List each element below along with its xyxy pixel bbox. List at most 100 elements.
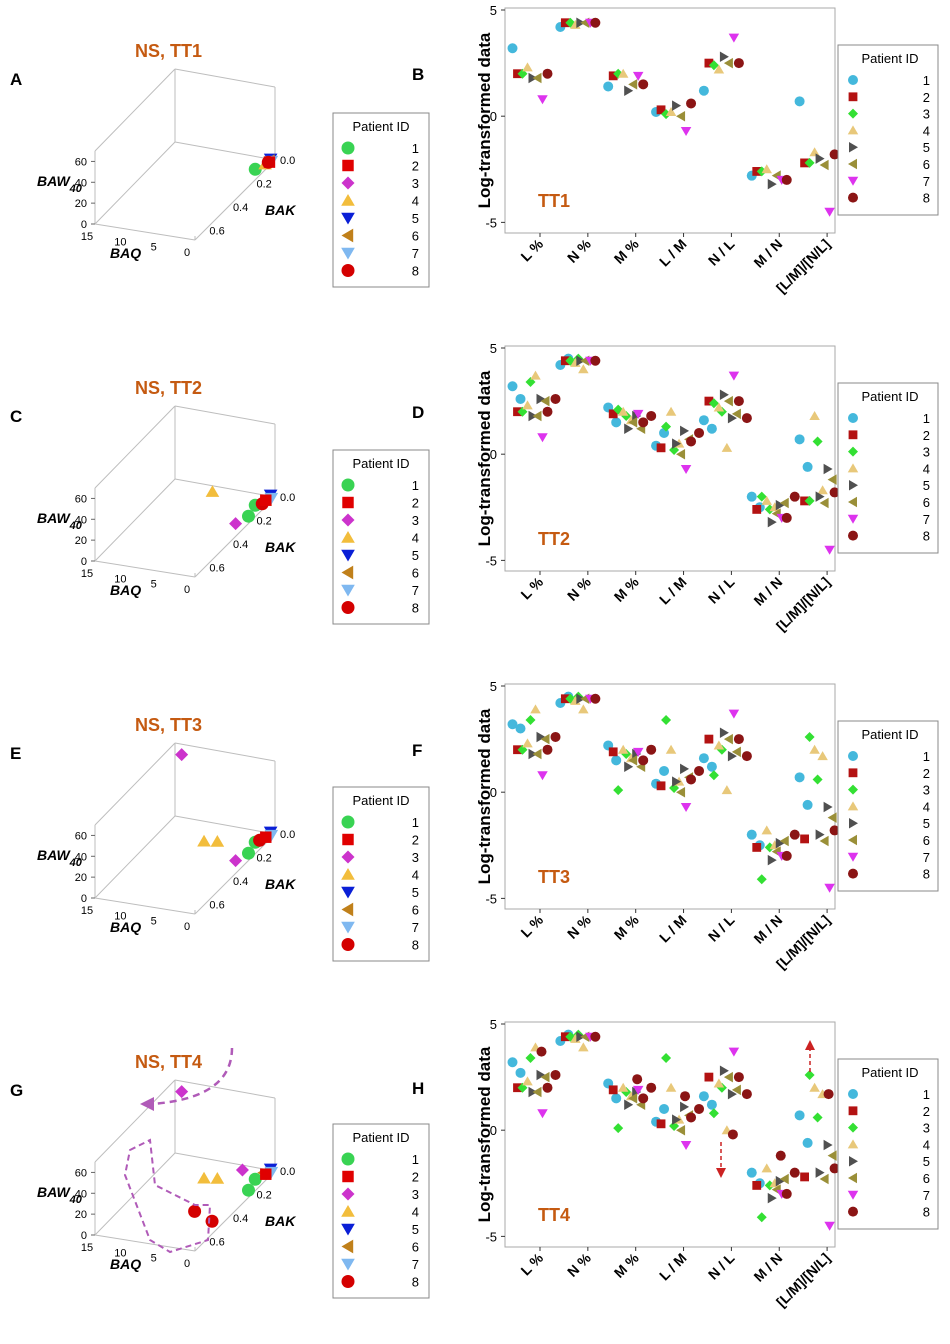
legend-label-5: 5 (412, 1222, 419, 1237)
legend-marker-8 (848, 1206, 858, 1217)
point-patient-4 (761, 825, 772, 835)
x-category-label: N % (564, 911, 594, 941)
legend-title: Patient ID (861, 389, 918, 404)
point-patient-5 (823, 1139, 833, 1151)
box-edge (94, 815, 176, 899)
point-patient-8 (727, 1129, 738, 1140)
point-patient-4 (665, 406, 677, 416)
bak-tick-label: 0.6 (209, 226, 224, 238)
point-patient-1 (794, 434, 805, 445)
point-patient-7 (632, 71, 644, 81)
legend-label-1: 1 (923, 749, 930, 764)
y-tick-label: 5 (490, 679, 497, 694)
point-patient-1 (794, 1110, 805, 1121)
point-patient-8 (261, 155, 275, 169)
point-patient-1 (507, 719, 518, 730)
point-patient-1 (659, 1103, 670, 1114)
legend-label-7: 7 (923, 512, 930, 527)
legend-marker-3 (848, 446, 858, 457)
legend-marker-6 (341, 565, 354, 580)
legend-label-2: 2 (923, 428, 930, 443)
baq-tick-label: 0 (184, 584, 190, 596)
panel-subtitle-d: TT2 (538, 529, 570, 549)
legend-marker-7 (847, 514, 859, 524)
legend-label-7: 7 (923, 1188, 930, 1203)
legend-marker-2 (848, 430, 858, 440)
x-category-label: M / N (750, 236, 785, 271)
point-patient-5 (775, 837, 785, 849)
point-patient-1 (611, 417, 622, 428)
legend-label-7: 7 (412, 920, 419, 935)
legend-label-7: 7 (923, 850, 930, 865)
plot-area (504, 683, 836, 910)
point-patient-8 (590, 355, 601, 366)
point-patient-8 (188, 1204, 202, 1218)
up-arrow-head (805, 1040, 815, 1050)
point-patient-8 (686, 1112, 697, 1123)
x-category-label: N % (564, 235, 594, 265)
legend-marker-3 (341, 176, 355, 190)
legend-marker-5 (341, 212, 355, 225)
legend-marker-5 (341, 549, 355, 562)
point-patient-4 (665, 744, 677, 754)
bak-tick-label: 0.0 (280, 155, 295, 167)
baq-tick-label: 10 (114, 573, 126, 585)
point-patient-7 (824, 207, 835, 217)
point-patient-1 (698, 415, 709, 426)
data-points (175, 1085, 279, 1228)
legend-label-4: 4 (923, 799, 930, 814)
bak-tick-label: 0.4 (233, 202, 248, 214)
point-patient-7 (537, 1109, 548, 1119)
point-patient-5 (815, 1167, 825, 1178)
point-patient-8 (646, 744, 657, 755)
legend-label-4: 4 (923, 461, 930, 476)
point-patient-5 (815, 829, 825, 840)
x-category-label: M / N (750, 1250, 785, 1285)
legend-label-7: 7 (412, 246, 419, 261)
legend-marker-4 (847, 125, 859, 135)
legend-marker-3 (848, 784, 858, 795)
box-edge (94, 560, 196, 578)
point-patient-7 (537, 771, 548, 781)
legend-marker-7 (847, 852, 859, 862)
y-axis: 5 0 -5 Log-transformed data (475, 1017, 505, 1244)
point-patient-4 (761, 164, 772, 174)
point-patient-3 (175, 1085, 189, 1099)
point-patient-4 (617, 744, 629, 754)
legend-marker-2 (342, 833, 354, 846)
point-patient-1 (611, 755, 622, 766)
bak-tick-label: 0.0 (280, 492, 295, 504)
point-patient-8 (638, 755, 649, 766)
bak-tick-label: 0.2 (256, 1190, 271, 1202)
point-patient-8 (638, 1093, 649, 1104)
down-arrow-head (716, 1168, 726, 1178)
point-patient-6 (723, 395, 733, 407)
legend-label-2: 2 (923, 90, 930, 105)
legend-label-6: 6 (923, 833, 930, 848)
bak-axis-title: BAK (265, 539, 296, 555)
box-edge (174, 68, 276, 88)
legend-title: Patient ID (861, 727, 918, 742)
point-patient-1 (248, 1172, 262, 1186)
legend-marker-3 (848, 108, 858, 119)
panel-title-e: NS, TT3 (135, 715, 202, 735)
point-patient-8 (733, 1072, 744, 1083)
x-category-label: M / N (750, 574, 785, 609)
baw-tick-label: 20 (75, 1209, 87, 1221)
x-category-label: N / L (705, 235, 738, 268)
legend-label-3: 3 (923, 107, 930, 122)
panel-subtitle-f: TT3 (538, 867, 570, 887)
point-patient-5 (727, 1088, 737, 1100)
legend-label-2: 2 (412, 1170, 419, 1185)
baq-tick-label: 0 (184, 921, 190, 933)
legend-label-2: 2 (412, 833, 419, 848)
legend-marker-1 (341, 478, 355, 492)
point-patient-4 (721, 785, 733, 795)
